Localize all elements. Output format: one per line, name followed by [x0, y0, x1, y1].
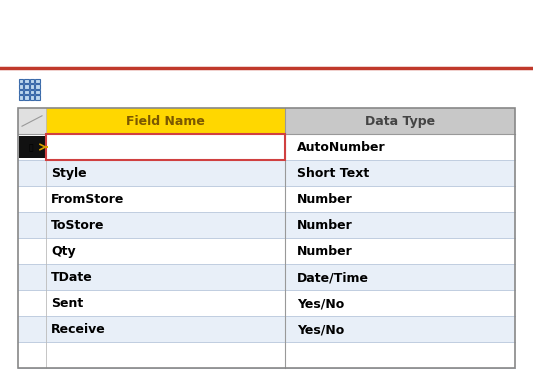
Bar	[18, 108, 515, 368]
Text: Date/Time: Date/Time	[297, 271, 369, 284]
Text: ID: ID	[51, 141, 66, 154]
Text: Number: Number	[297, 193, 353, 206]
Text: Receive: Receive	[51, 323, 106, 336]
Text: ToStore: ToStore	[51, 219, 104, 232]
Bar	[18, 134, 515, 160]
Bar	[29, 89, 34, 94]
Bar	[35, 89, 39, 94]
Text: FromStore: FromStore	[51, 193, 124, 206]
Bar	[35, 84, 39, 89]
Bar	[24, 89, 28, 94]
Bar	[18, 238, 515, 264]
Bar	[19, 136, 45, 158]
Text: Data Type: Data Type	[365, 114, 435, 128]
Bar	[18, 160, 515, 186]
Text: TDate: TDate	[51, 271, 93, 284]
Bar	[285, 108, 515, 134]
Bar	[24, 84, 28, 89]
Bar	[29, 95, 34, 99]
Bar	[19, 79, 23, 83]
Text: Yes/No: Yes/No	[297, 323, 344, 336]
Text: Number: Number	[297, 219, 353, 232]
Text: Qty: Qty	[51, 245, 76, 258]
Bar	[18, 342, 515, 368]
Bar	[35, 95, 39, 99]
Text: Sent: Sent	[51, 297, 83, 310]
Bar	[18, 108, 46, 134]
Bar	[19, 95, 23, 99]
Text: Number: Number	[297, 245, 353, 258]
Bar	[24, 95, 28, 99]
Text: Style: Style	[51, 167, 87, 180]
Bar	[18, 186, 515, 212]
Text: 🔑: 🔑	[28, 143, 33, 152]
Bar	[18, 316, 515, 342]
Bar	[29, 79, 34, 83]
Text: Short Text: Short Text	[297, 167, 369, 180]
Bar	[18, 264, 515, 290]
Text: Field Name: Field Name	[126, 114, 205, 128]
Text: Yes/No: Yes/No	[297, 297, 344, 310]
Bar	[18, 212, 515, 238]
Bar	[24, 79, 28, 83]
Bar	[19, 84, 23, 89]
Bar	[35, 79, 39, 83]
Bar	[46, 134, 285, 160]
Bar	[19, 89, 23, 94]
Bar	[18, 290, 515, 316]
Text: AutoNumber: AutoNumber	[297, 141, 385, 154]
Bar	[29, 84, 34, 89]
Bar	[18, 108, 285, 134]
